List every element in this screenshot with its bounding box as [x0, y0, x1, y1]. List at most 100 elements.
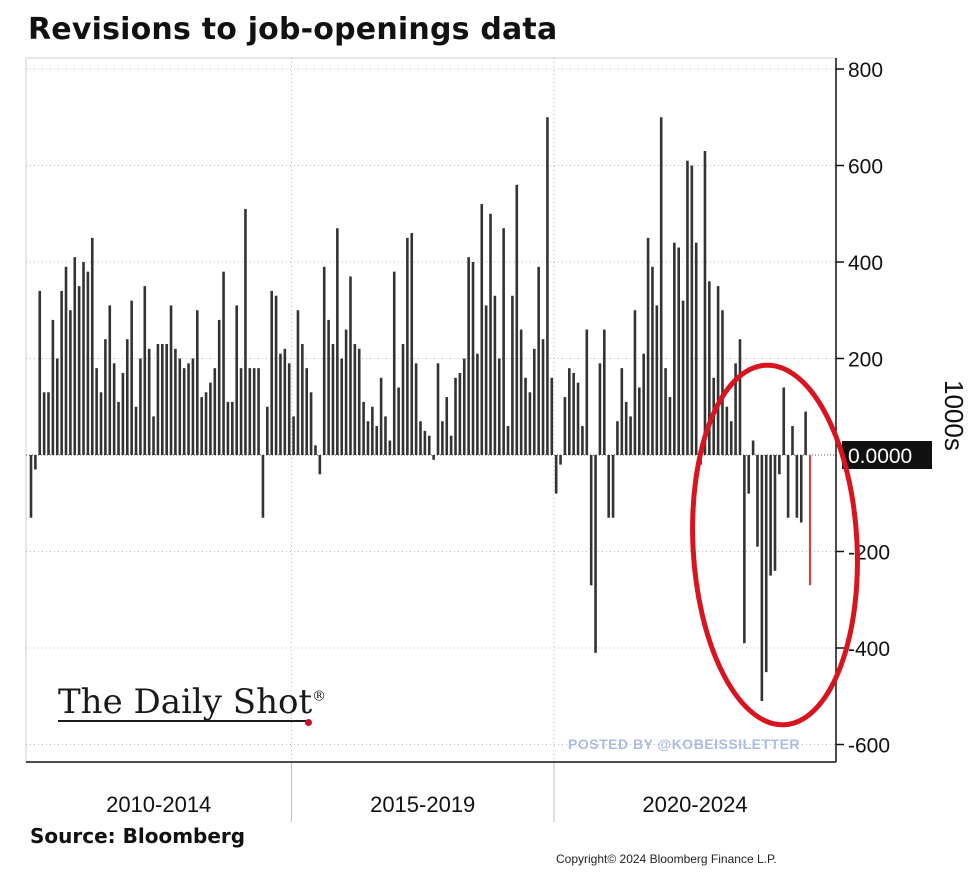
bar	[502, 228, 505, 455]
bar	[401, 344, 405, 455]
bar	[725, 406, 729, 455]
y-axis-label: 1000s	[939, 380, 969, 451]
bar	[646, 237, 650, 455]
bar	[336, 228, 339, 455]
highlight-ellipse	[690, 362, 860, 728]
bar	[257, 368, 260, 455]
y-tick-label: -200	[848, 542, 890, 565]
latest-bar	[808, 455, 812, 586]
bar	[340, 358, 344, 455]
bar	[589, 455, 593, 586]
bar	[493, 295, 497, 455]
bar	[165, 344, 168, 455]
bar	[349, 276, 352, 455]
bar	[708, 281, 711, 455]
bar	[169, 305, 173, 455]
bar	[423, 430, 427, 455]
bar	[769, 455, 772, 576]
bar	[611, 455, 615, 518]
bar	[270, 290, 274, 455]
bar	[77, 286, 81, 455]
bar	[760, 455, 764, 702]
bar	[484, 305, 488, 455]
bar	[47, 392, 50, 455]
bar	[804, 411, 807, 455]
bar	[357, 348, 361, 455]
bar	[266, 406, 269, 455]
bars	[29, 117, 812, 702]
bar	[681, 300, 685, 455]
bar	[651, 266, 654, 455]
bar	[690, 165, 694, 455]
bar	[314, 445, 317, 455]
bar	[751, 440, 755, 455]
y-tick-label: 800	[848, 59, 883, 82]
bar	[274, 295, 278, 455]
chart-title: Revisions to job-openings data	[28, 12, 558, 47]
bar	[773, 455, 777, 571]
bar	[60, 290, 63, 455]
bar	[677, 247, 681, 455]
bar	[791, 426, 794, 455]
bar	[160, 344, 164, 455]
bar	[392, 271, 396, 455]
bar	[738, 339, 742, 455]
watermark: POSTED BY @KOBEISSILETTER	[568, 736, 801, 752]
bar	[64, 266, 68, 455]
bar	[121, 372, 125, 455]
bar	[585, 329, 589, 455]
bar	[454, 377, 457, 455]
bar	[191, 358, 195, 455]
x-tick-label: 2010-2014	[106, 792, 211, 817]
bar	[292, 416, 295, 455]
zero-label-box	[842, 441, 932, 469]
axes: 800 600 400 200 -200 -400 -600 0.0000 1000s 2010-…	[26, 58, 969, 822]
zero-label: 0.0000	[848, 445, 912, 468]
bar	[130, 300, 133, 455]
bar	[607, 455, 610, 518]
bar	[252, 368, 256, 455]
bar	[497, 358, 501, 455]
bar	[799, 455, 803, 523]
bar	[756, 455, 759, 547]
bar	[279, 353, 282, 455]
bar	[572, 372, 575, 455]
bar	[480, 204, 484, 455]
bar	[397, 387, 400, 455]
bar	[187, 363, 190, 455]
bar	[104, 339, 107, 455]
bar	[489, 213, 492, 455]
bar	[659, 117, 663, 455]
bar	[69, 310, 72, 455]
bar	[217, 319, 221, 455]
bar	[318, 455, 322, 475]
bar	[782, 387, 786, 455]
y-tick-label: -400	[848, 638, 890, 661]
bar	[546, 117, 549, 455]
bar	[226, 401, 230, 455]
bar	[795, 455, 799, 518]
bar	[406, 237, 409, 455]
bar	[638, 387, 641, 455]
x-tick-label: 2015-2019	[370, 792, 475, 817]
bar	[506, 426, 510, 455]
bar	[305, 368, 309, 455]
bar	[287, 363, 291, 455]
bar	[196, 310, 199, 455]
bar	[309, 392, 313, 455]
bar	[213, 368, 217, 455]
bar	[519, 329, 523, 455]
source-note: Source: Bloomberg	[30, 824, 246, 848]
bar	[366, 421, 370, 455]
y-tick-label: 200	[848, 349, 883, 372]
bar	[616, 421, 619, 455]
bar	[182, 368, 186, 455]
bar	[261, 455, 265, 518]
bar	[716, 286, 720, 455]
bar	[620, 368, 624, 455]
bar	[554, 455, 558, 494]
bar	[729, 421, 733, 455]
bar	[786, 455, 790, 518]
the-daily-shot-logo: The Daily Shot®	[58, 682, 327, 722]
